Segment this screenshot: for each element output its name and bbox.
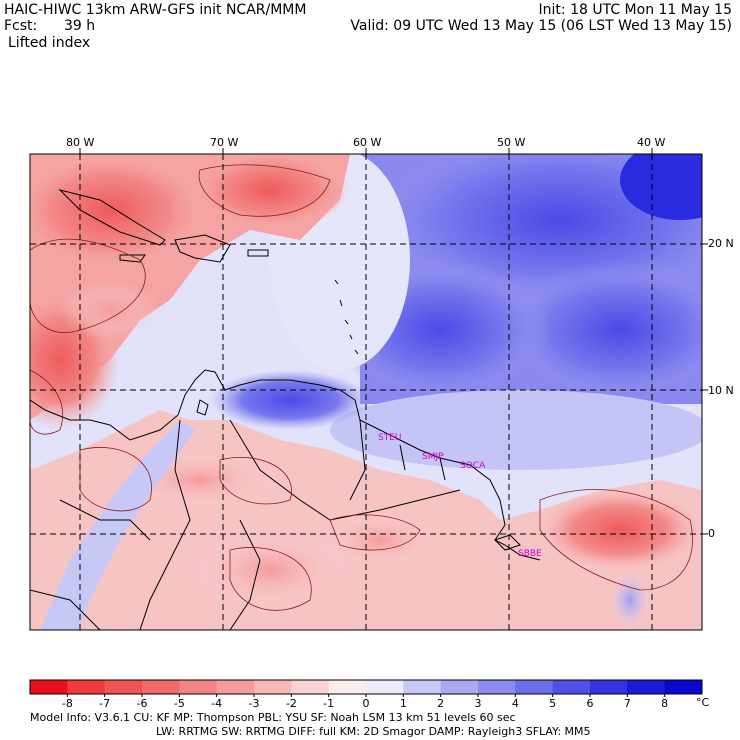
colorbar-tick-label: -8: [61, 697, 73, 710]
lon-label-60w: 60 W: [353, 136, 382, 149]
colorbar-tick-label: -4: [211, 697, 223, 710]
model-info-line1: Model Info: V3.6.1 CU: KF MP: Thompson P…: [30, 711, 516, 724]
colorbar-cell: [664, 680, 703, 694]
lat-label-20n: 20 N: [708, 237, 734, 250]
colorbar-tick-label: -1: [323, 697, 335, 710]
lon-label-50w: 50 W: [497, 136, 526, 149]
valid-time: Valid: 09 UTC Wed 13 May 15 (06 LST Wed …: [350, 18, 732, 34]
colorbar-cell: [291, 680, 330, 694]
colorbar-tick-label: -2: [285, 697, 297, 710]
init-time: Init: 18 UTC Mon 11 May 15: [538, 2, 732, 18]
colorbar-tick-label: -5: [173, 697, 185, 710]
lon-label-70w: 70 W: [210, 136, 239, 149]
colorbar-cell: [590, 680, 628, 694]
colorbar-tick-label: 0: [362, 697, 370, 710]
colorbar-tick-label: -7: [99, 697, 111, 710]
colorbar-unit: °C: [696, 696, 710, 709]
colorbar-cell: [366, 680, 404, 694]
colorbar-tick-label: 1: [399, 697, 407, 710]
colorbar-cell: [328, 680, 367, 694]
title-line: HAIC-HIWC 13km ARW-GFS init NCAR/MMM: [4, 2, 307, 18]
lon-label-40w: 40 W: [637, 136, 666, 149]
place-label-steu: STEU: [378, 433, 401, 443]
colorbar-cell: [403, 680, 442, 694]
lon-label-80w: 80 W: [66, 136, 95, 149]
field-name: Lifted index: [8, 35, 91, 51]
colorbar-tick-label: -6: [136, 697, 148, 710]
colorbar-tick-label: 3: [474, 697, 482, 710]
colorbar-cell: [440, 680, 479, 694]
colorbar-cell: [627, 680, 666, 694]
lat-label-equator: 0: [708, 527, 715, 540]
colorbar-tick-label: 7: [623, 697, 631, 710]
colorbar-cell: [67, 680, 106, 694]
model-info-line2: LW: RRTMG SW: RRTMG DIFF: full KM: 2D Sm…: [156, 725, 591, 738]
forecast-hours: 39 h: [64, 18, 96, 34]
colorbar-tick-label: 6: [586, 697, 594, 710]
colorbar-cell: [552, 680, 591, 694]
colorbar-tick-label: 5: [549, 697, 557, 710]
colorbar-cell: [30, 680, 68, 694]
map-frame: [29, 153, 703, 631]
colorbar-cell: [254, 680, 292, 694]
colorbar-cell: [179, 680, 218, 694]
colorbar-cell: [104, 680, 143, 694]
colorbar-tick-label: -3: [248, 697, 260, 710]
lat-label-10n: 10 N: [708, 384, 734, 397]
colorbar-cell: [216, 680, 255, 694]
forecast-label: Fcst:: [4, 18, 38, 34]
place-label-soca: SOCA: [460, 461, 486, 471]
colorbar-tick-label: 2: [437, 697, 445, 710]
contour-lines: [30, 164, 693, 611]
colorbar-tick-label: 8: [661, 697, 669, 710]
colorbar-cell: [142, 680, 180, 694]
colorbar-tick-label: 4: [511, 697, 519, 710]
graticule: [30, 154, 702, 630]
place-label-smjp: SMJP: [422, 452, 444, 462]
place-label-sbbe: SBBE: [518, 549, 542, 559]
colorbar-cell: [478, 680, 516, 694]
colorbar-cell: [515, 680, 554, 694]
